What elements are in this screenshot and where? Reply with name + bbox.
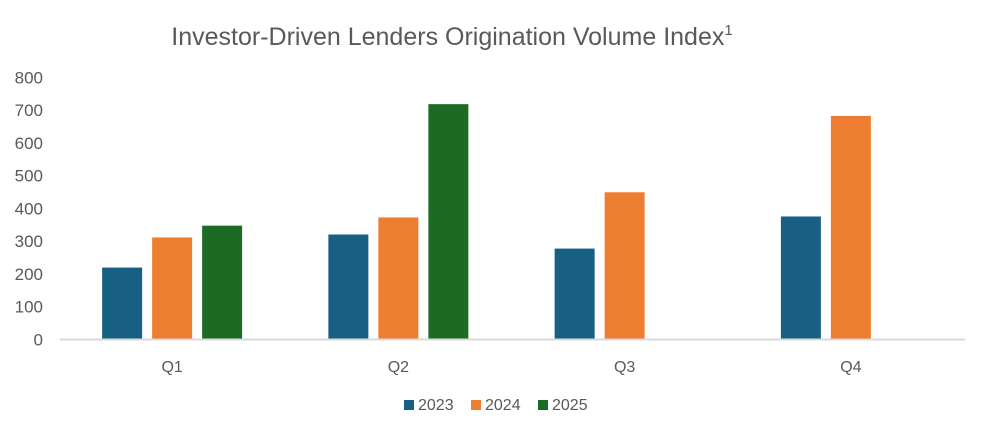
bar-2024-Q4 <box>830 115 871 340</box>
bar-2024-Q2 <box>378 217 419 340</box>
y-tick-label: 200 <box>15 265 43 284</box>
chart-title-text: Investor-Driven Lenders Origination Volu… <box>171 23 725 51</box>
legend-swatch-2023 <box>404 400 414 410</box>
legend-swatch-2024 <box>471 400 481 410</box>
bar-2024-Q3 <box>604 192 645 340</box>
y-tick-label: 500 <box>15 167 43 186</box>
legend-label-2023: 2023 <box>418 397 454 414</box>
bars <box>102 104 871 340</box>
bar-2025-Q2 <box>428 104 469 340</box>
bar-2023-Q1 <box>102 267 143 340</box>
legend-swatch-2025 <box>538 400 548 410</box>
chart-title: Investor-Driven Lenders Origination Volu… <box>171 22 732 51</box>
y-tick-label: 800 <box>15 68 43 87</box>
x-axis: Q1 Q2 Q3 Q4 <box>161 359 861 376</box>
x-tick-label: Q4 <box>840 359 861 376</box>
bar-2024-Q1 <box>152 237 193 340</box>
y-tick-label: 400 <box>15 199 43 218</box>
y-axis: 0 100 200 300 400 500 600 700 800 <box>15 68 43 349</box>
y-tick-label: 300 <box>15 232 43 251</box>
legend-label-2024: 2024 <box>485 397 521 414</box>
x-tick-label: Q2 <box>388 359 409 376</box>
bar-2023-Q3 <box>554 248 595 340</box>
chart-title-superscript: 1 <box>724 22 732 39</box>
x-tick-label: Q1 <box>161 359 182 376</box>
legend-label-2025: 2025 <box>552 397 588 414</box>
y-tick-label: 600 <box>15 134 43 153</box>
bar-2023-Q2 <box>328 234 369 340</box>
x-tick-label: Q3 <box>614 359 635 376</box>
bar-2025-Q1 <box>202 225 243 340</box>
bar-2023-Q4 <box>780 216 821 340</box>
legend: 2023 2024 2025 <box>404 397 588 414</box>
y-tick-label: 100 <box>15 298 43 317</box>
y-tick-label: 0 <box>34 330 43 349</box>
y-tick-label: 700 <box>15 101 43 120</box>
